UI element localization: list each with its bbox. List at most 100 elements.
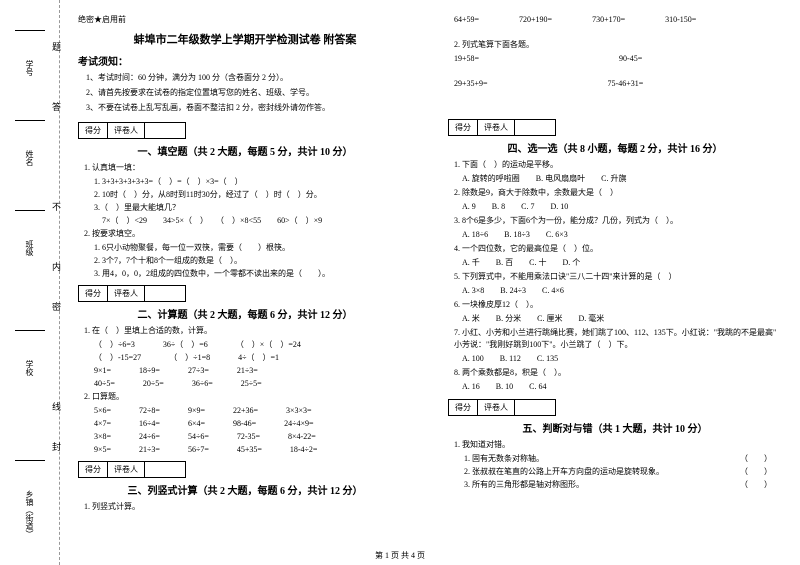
seal-char: 不 bbox=[52, 200, 61, 213]
binding-underline bbox=[15, 210, 45, 211]
calc-row: 4×7= 16÷4= 6×4= 98-46= 24÷4×9= bbox=[94, 418, 412, 430]
tf-paren: （ ） bbox=[740, 453, 772, 465]
sub-question: 2. 10时（ ）分，从8时到11时30分，经过了（ ）时（ ）分。 bbox=[94, 189, 412, 201]
sub-question: 1. 3+3+3+3+3+3=（ ）=（ ）×3=（ ） bbox=[94, 176, 412, 188]
question: 1. 列竖式计算。 bbox=[84, 501, 412, 513]
calc-cell: 21÷3= bbox=[237, 365, 258, 377]
calc-cell: 18÷9= bbox=[139, 365, 160, 377]
binding-underline bbox=[15, 30, 45, 31]
exam-title: 蚌埠市二年级数学上学期开学检测试卷 附答案 bbox=[78, 31, 412, 47]
tf-item: 1. 固有无数条对称轴。 （ ） bbox=[464, 453, 782, 465]
binding-underline bbox=[15, 120, 45, 121]
score-label: 得分 bbox=[449, 120, 478, 135]
calc-cell: 24÷6= bbox=[139, 431, 160, 443]
reviewer-label: 评卷人 bbox=[108, 462, 145, 477]
calc-cell: 72-35= bbox=[237, 431, 260, 443]
score-label: 得分 bbox=[449, 400, 478, 415]
seal-line: 线 bbox=[52, 400, 61, 413]
section-title: 二、计算题（共 2 大题，每题 6 分，共计 12 分） bbox=[78, 306, 412, 321]
calc-cell: 36÷6= bbox=[192, 378, 213, 390]
calc-cell: 40÷5= bbox=[94, 378, 115, 390]
score-blank bbox=[145, 462, 185, 477]
mc-options: A. 100 B. 112 C. 135 bbox=[454, 353, 782, 365]
tf-text: 3. 所有的三角形都是轴对称图形。 bbox=[464, 479, 584, 491]
calc-cell: 20÷5= bbox=[143, 378, 164, 390]
calc-cell: 75-46+31= bbox=[608, 78, 644, 90]
tf-item: 2. 张叔叔在笔直的公路上开车方向盘的运动是旋转现象。 （ ） bbox=[464, 466, 782, 478]
calc-cell: 310-150= bbox=[665, 14, 696, 26]
mc-item: 4. 一个四位数，它的最高位是（ ）位。 bbox=[454, 243, 782, 255]
score-blank bbox=[145, 286, 185, 301]
page-footer: 第 1 页 共 4 页 bbox=[0, 550, 800, 561]
reviewer-label: 评卷人 bbox=[108, 123, 145, 138]
score-box: 得分 评卷人 bbox=[448, 399, 556, 416]
score-blank bbox=[515, 400, 555, 415]
binding-label: 学校 bbox=[24, 360, 35, 376]
calc-cell: 72÷8= bbox=[139, 405, 160, 417]
score-label: 得分 bbox=[79, 462, 108, 477]
left-column: 绝密★启用前 蚌埠市二年级数学上学期开学检测试卷 附答案 考试须知： 1、考试时… bbox=[60, 0, 430, 565]
binding-label: 学号 bbox=[24, 60, 35, 76]
calc-cell: 22+36= bbox=[233, 405, 258, 417]
calc-row: 19+58= 90-45= bbox=[454, 53, 782, 65]
mc-item: 3. 8个6是多少，下面6个为一份，能分成？几份，列式为（ ）。 bbox=[454, 215, 782, 227]
score-blank bbox=[515, 120, 555, 135]
calc-cell: 18-4÷2= bbox=[290, 444, 318, 456]
calc-cell: 16÷4= bbox=[139, 418, 160, 430]
calc-cell: 6×4= bbox=[188, 418, 205, 430]
notice-item: 2、请首先按要求在试卷的指定位置填写您的姓名、班级、学号。 bbox=[86, 87, 412, 98]
seal-char: 答 bbox=[52, 100, 61, 113]
calc-cell: 8×4-22= bbox=[288, 431, 316, 443]
score-label: 得分 bbox=[79, 286, 108, 301]
calc-row: 3×8= 24÷6= 54÷6= 72-35= 8×4-22= bbox=[94, 431, 412, 443]
calc-cell: 25÷5= bbox=[241, 378, 262, 390]
calc-cell: （ ）÷6=3 bbox=[94, 339, 135, 351]
calc-cell: 4÷（ ）=1 bbox=[238, 352, 279, 364]
score-box: 得分 评卷人 bbox=[78, 461, 186, 478]
binding-underline bbox=[15, 330, 45, 331]
calc-cell: 24÷4×9= bbox=[284, 418, 313, 430]
notice-title: 考试须知： bbox=[78, 53, 412, 68]
calc-row: 64+59= 720+190= 730+170= 310-150= bbox=[454, 14, 782, 26]
mc-options: A. 旋转的呼啦圈 B. 电风扇扇叶 C. 升旗 bbox=[454, 173, 782, 185]
calc-row: （ ）÷6=3 36÷（ ）=6 （ ）×（ ）=24 bbox=[94, 339, 412, 351]
seal-char: 题 bbox=[52, 40, 61, 53]
calc-cell: 9×5= bbox=[94, 444, 111, 456]
calc-row: （ ）-15=27 （ ）÷1=8 4÷（ ）=1 bbox=[94, 352, 412, 364]
score-box: 得分 评卷人 bbox=[448, 119, 556, 136]
mc-item: 1. 下面（ ）的运动是平移。 bbox=[454, 159, 782, 171]
question: 2. 按要求填空。 bbox=[84, 228, 412, 240]
sub-question: 3. 用4，0，0，2组成的四位数中，一个零都不读出来的是（ ）。 bbox=[94, 268, 412, 280]
calc-row: 40÷5= 20÷5= 36÷6= 25÷5= bbox=[94, 378, 412, 390]
score-box: 得分 评卷人 bbox=[78, 122, 186, 139]
question: 1. 我知道对错。 bbox=[454, 439, 782, 451]
calc-cell: 45+35= bbox=[237, 444, 262, 456]
sub-question: 3.（ ）里最大能填几？ bbox=[94, 202, 412, 214]
mc-options: A. 16 B. 10 C. 64 bbox=[454, 381, 782, 393]
calc-cell: 36÷（ ）=6 bbox=[163, 339, 208, 351]
binding-area: 乡镇（街道） 学校 班级 姓名 学号 封 线 密 内 不 答 题 bbox=[0, 0, 60, 565]
binding-underline bbox=[15, 460, 45, 461]
calc-cell: 9×9= bbox=[188, 405, 205, 417]
calc-cell: 5×6= bbox=[94, 405, 111, 417]
section-title: 五、判断对与错（共 1 大题，共计 10 分） bbox=[448, 420, 782, 435]
reviewer-label: 评卷人 bbox=[478, 400, 515, 415]
calc-cell: （ ）×（ ）=24 bbox=[236, 339, 301, 351]
tf-paren: （ ） bbox=[740, 479, 772, 491]
binding-label: 班级 bbox=[24, 240, 35, 256]
section-title: 三、列竖式计算（共 2 大题，每题 6 分，共计 12 分） bbox=[78, 482, 412, 497]
question: 1. 认真填一填： bbox=[84, 162, 412, 174]
sub-question: 1. 6只小动物聚餐，每一位一双筷，需要（ ）根筷。 bbox=[94, 242, 412, 254]
notice-item: 3、不要在试卷上乱写乱画，卷面不整洁扣 2 分，密封线外请勿作答。 bbox=[86, 102, 412, 113]
calc-row: 9×5= 21÷3= 56÷7= 45+35= 18-4÷2= bbox=[94, 444, 412, 456]
mc-item: 2. 除数是9，商大于除数中，余数最大是（ ） bbox=[454, 187, 782, 199]
secret-label: 绝密★启用前 bbox=[78, 14, 412, 25]
sub-question: 7×（ ）<29 34>5×（ ） （ ）×8<55 60>（ ）×9 bbox=[94, 215, 412, 227]
calc-cell: 90-45= bbox=[619, 53, 642, 65]
calc-cell: （ ）÷1=8 bbox=[169, 352, 210, 364]
page-container: 乡镇（街道） 学校 班级 姓名 学号 封 线 密 内 不 答 题 绝密★启用前 … bbox=[0, 0, 800, 565]
score-blank bbox=[145, 123, 185, 138]
calc-cell: 3×8= bbox=[94, 431, 111, 443]
calc-cell: 98-46= bbox=[233, 418, 256, 430]
tf-text: 2. 张叔叔在笔直的公路上开车方向盘的运动是旋转现象。 bbox=[464, 466, 664, 478]
